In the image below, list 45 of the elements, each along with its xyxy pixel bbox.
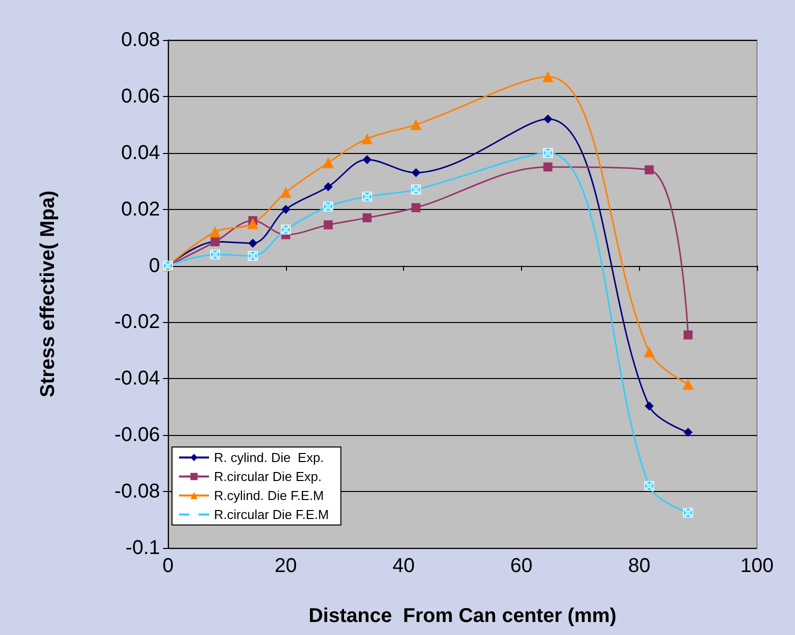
y-tick-label: 0 [148,254,160,277]
x-axis-title: Distance From Can center (mm) [308,605,616,627]
point [682,378,694,390]
point [247,218,258,229]
point [684,428,693,437]
y-tick-label: 0.06 [121,85,160,108]
point [324,220,333,230]
x-tick-label: 80 [628,555,650,577]
point [362,213,372,222]
x-tick-label: 60 [510,555,533,577]
point [362,133,373,144]
point [644,402,654,411]
point [684,330,693,340]
point [410,119,422,130]
point [281,204,290,214]
x-tick-label: 0 [162,555,174,577]
point [362,155,372,164]
point [248,238,258,248]
legend-label: R.circular Die Exp. [214,469,322,484]
y-tick-label: 0.08 [121,29,160,51]
legend-label: R. cylind. Die Exp. [214,450,324,465]
point [411,168,420,178]
y-axis-title: Stress effective( Mpa) [37,190,59,398]
y-tick-label: 0.04 [121,142,160,164]
y-tick-label: -0.02 [114,311,160,334]
point [280,186,292,198]
point [542,71,554,82]
point [210,226,221,238]
y-tick-label: 0.02 [121,198,160,220]
legend-label: R.cylind. Die F.E.M [214,488,324,503]
point [543,162,552,172]
point [322,157,334,168]
point [644,346,655,358]
x-tick-label: 40 [392,555,415,577]
point [324,182,333,192]
y-tick-label: -0.08 [114,480,160,503]
x-tick-label: 100 [740,555,774,577]
y-tick-label: -0.04 [114,368,160,390]
point [543,114,552,124]
x-tick-label: 20 [274,555,297,577]
point [411,203,420,212]
y-tick-label: -0.1 [126,537,160,559]
point [644,165,654,174]
y-tick-label: -0.06 [114,424,160,446]
legend-label: R.circular Die F.E.M [214,507,329,522]
